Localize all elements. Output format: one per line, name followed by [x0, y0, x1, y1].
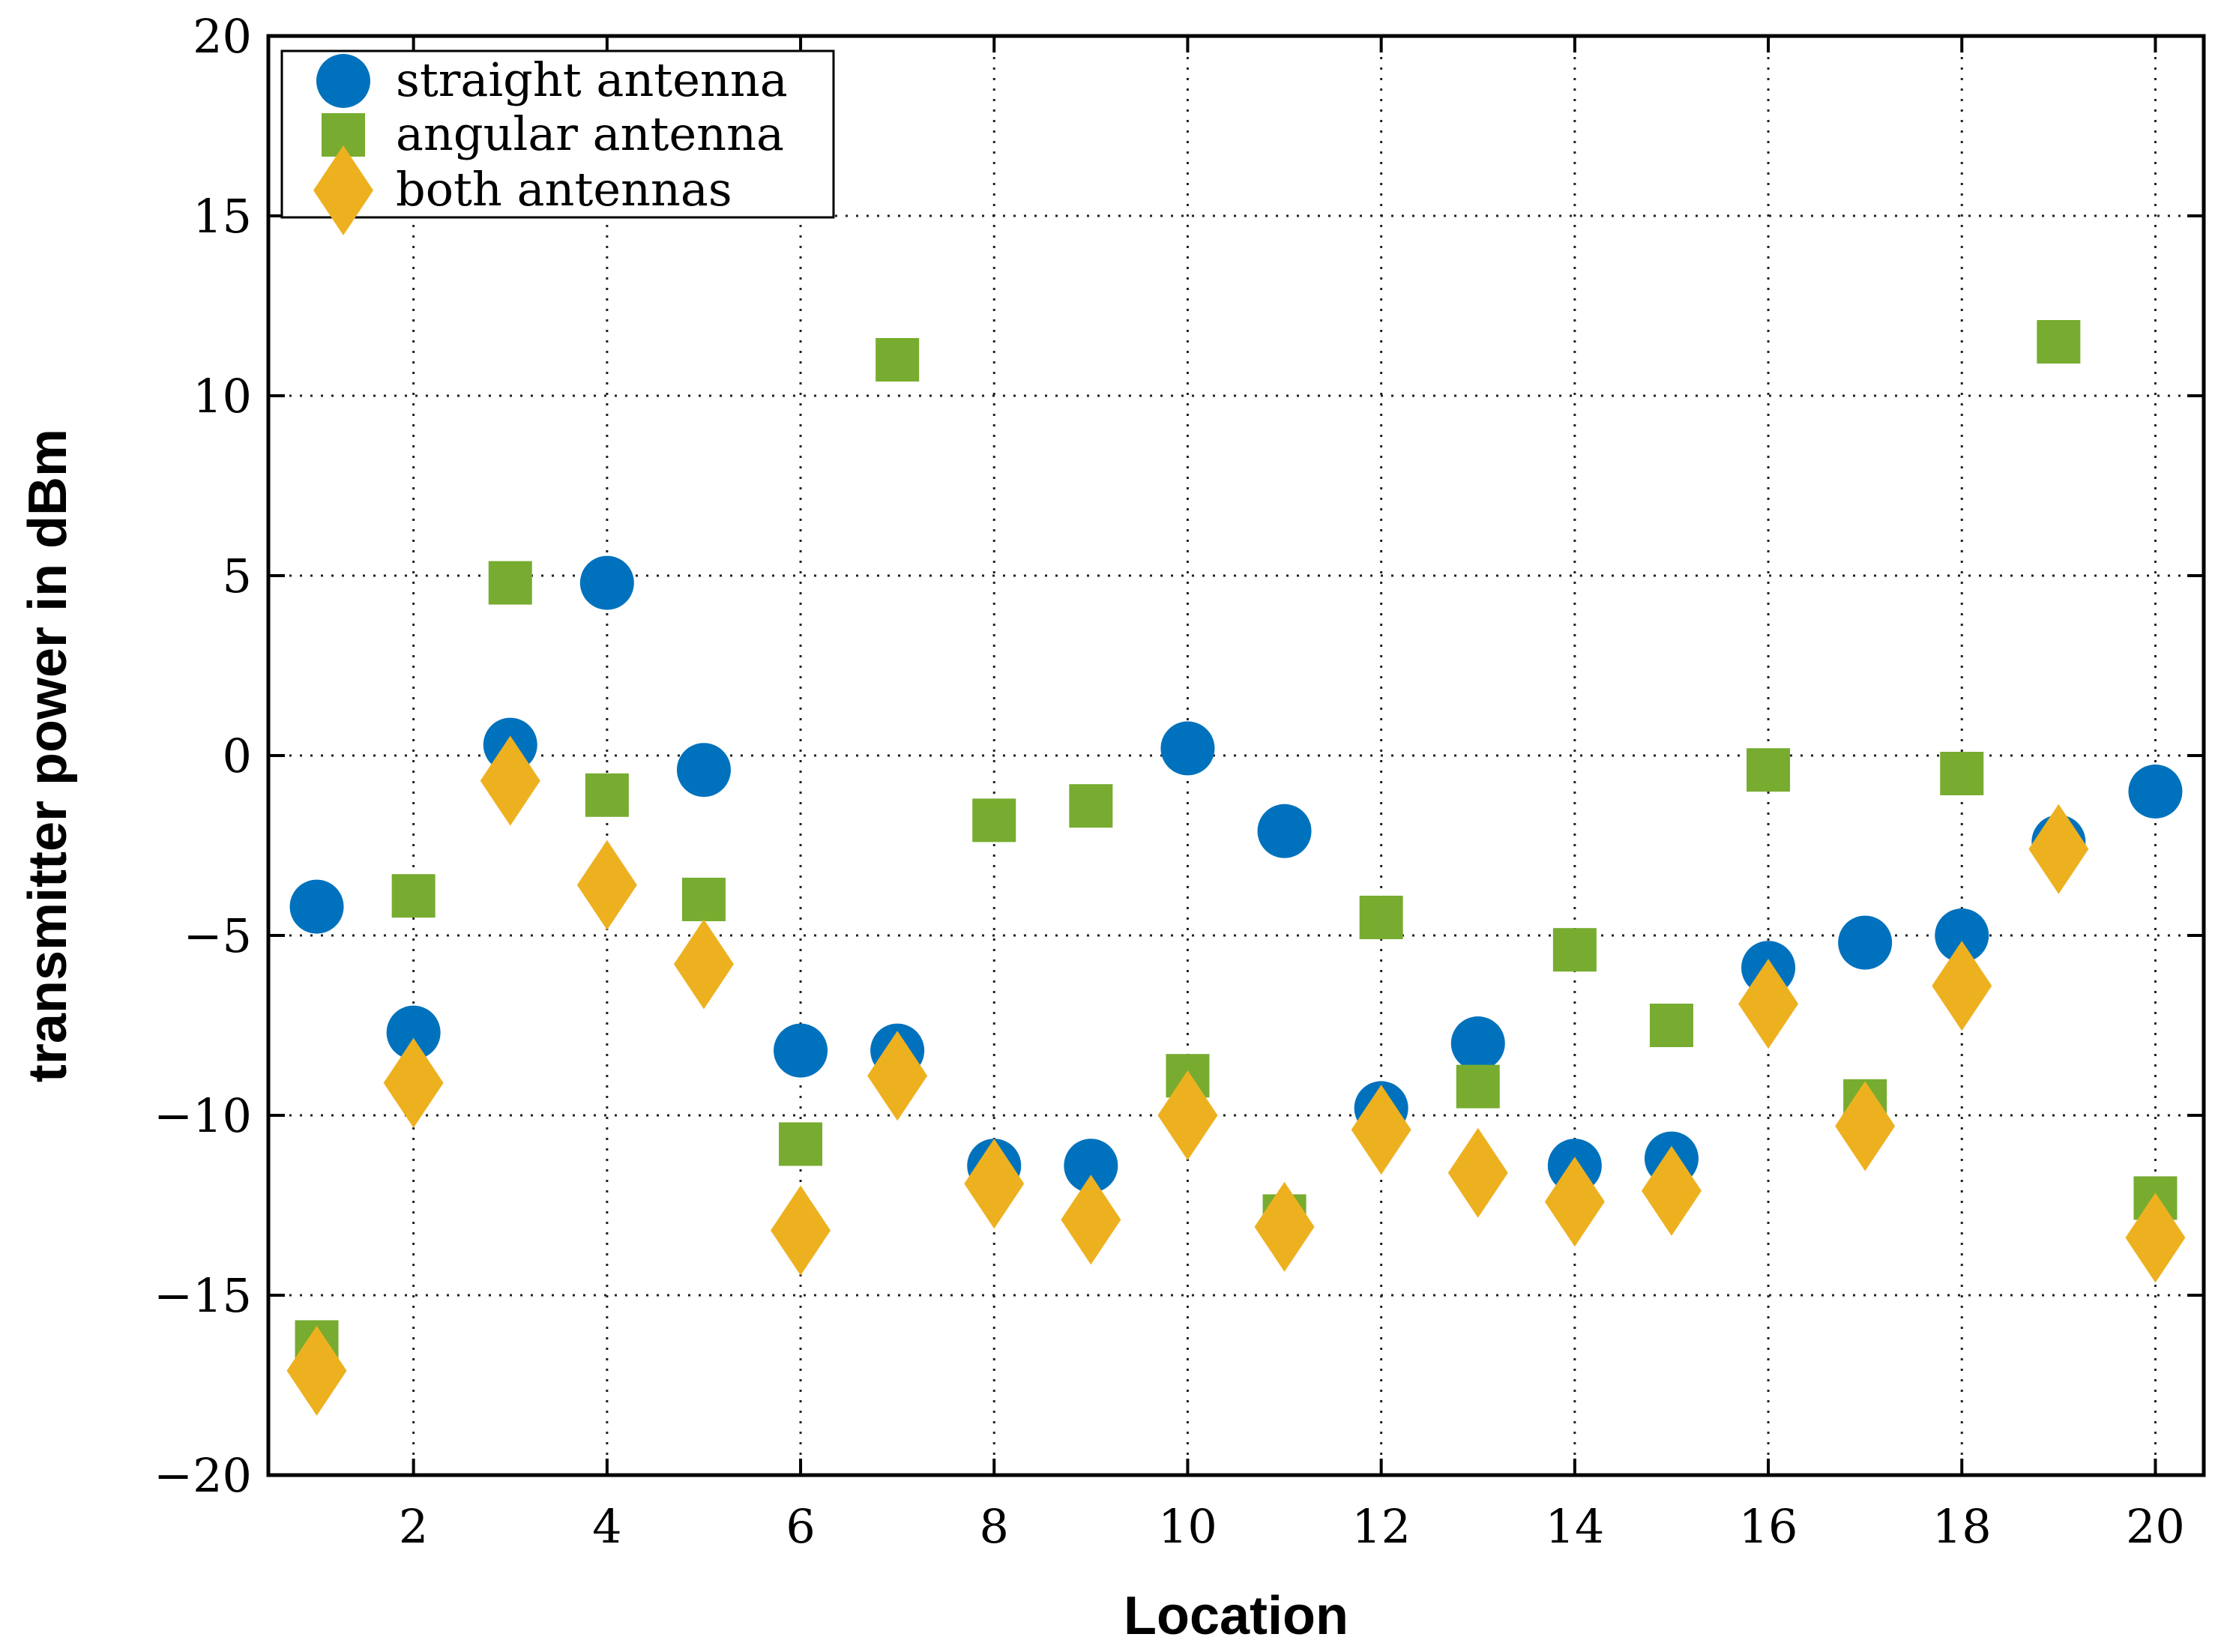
y-tick-label-5: 5	[223, 549, 252, 603]
square-point-4	[585, 773, 629, 817]
circle-point-18	[1935, 908, 1989, 962]
legend-label-square: angular antenna	[396, 106, 784, 161]
y-tick-label-7: 15	[193, 189, 252, 244]
diamond-point-6	[771, 1185, 831, 1276]
diamond-point-11	[1254, 1181, 1315, 1272]
square-point-18	[1940, 752, 1984, 795]
circle-point-11	[1257, 804, 1312, 858]
y-tick-label-0: −20	[154, 1448, 252, 1503]
x-tick-label-6: 6	[786, 1499, 815, 1554]
diamond-point-4	[576, 839, 637, 930]
square-point-14	[1552, 928, 1597, 972]
circle-point-6	[774, 1023, 828, 1078]
circle-point-17	[1838, 915, 1893, 970]
x-tick-label-10: 10	[1158, 1499, 1217, 1554]
legend-label-diamond: both antennas	[396, 162, 732, 217]
square-point-9	[1069, 784, 1113, 828]
y-tick-labels: −20 −15 −10 −5 0 5 10 15 20	[154, 9, 252, 1503]
diamond-point-1	[286, 1325, 347, 1416]
diamond-point-20	[2125, 1193, 2186, 1283]
series-square	[295, 320, 2178, 1364]
x-tick-labels: 2 4 6 8 10 12 14 16 18 20	[399, 1499, 2185, 1554]
diamond-point-5	[673, 919, 734, 1010]
x-tick-label-20: 20	[2126, 1499, 2185, 1554]
diamond-point-7	[867, 1031, 928, 1121]
square-point-13	[1456, 1064, 1500, 1109]
diamond-point-3	[480, 735, 540, 826]
x-tick-label-2: 2	[399, 1499, 428, 1554]
series-diamond	[286, 735, 2186, 1416]
square-point-7	[876, 338, 920, 382]
axis-ticks	[268, 34, 2204, 1477]
diamond-point-12	[1351, 1085, 1411, 1175]
diamond-point-18	[1932, 941, 1992, 1031]
x-tick-label-18: 18	[1932, 1499, 1992, 1554]
y-tick-label-3: −5	[184, 908, 252, 963]
x-tick-label-12: 12	[1351, 1499, 1411, 1554]
diamond-point-16	[1738, 959, 1799, 1049]
y-tick-label-1: −15	[154, 1268, 252, 1323]
diamond-point-19	[2028, 804, 2089, 894]
circle-point-2	[386, 1005, 441, 1060]
circle-point-13	[1450, 1016, 1505, 1070]
x-tick-label-4: 4	[592, 1499, 621, 1554]
square-point-19	[2037, 320, 2081, 364]
legend-label-circle: straight antenna	[396, 52, 788, 107]
diamond-point-9	[1061, 1175, 1121, 1265]
square-point-6	[779, 1122, 823, 1166]
diamond-point-15	[1641, 1145, 1702, 1236]
grid-lines	[268, 36, 2204, 1475]
diamond-point-8	[964, 1139, 1025, 1229]
circle-point-10	[1160, 721, 1215, 776]
y-tick-label-4: 0	[223, 729, 252, 783]
diamond-point-17	[1835, 1081, 1896, 1172]
diamond-point-13	[1447, 1127, 1508, 1218]
circle-point-5	[676, 743, 731, 798]
square-point-8	[972, 798, 1016, 842]
x-tick-label-14: 14	[1545, 1499, 1604, 1554]
square-point-12	[1359, 896, 1403, 939]
diamond-point-2	[383, 1037, 444, 1128]
x-tick-label-16: 16	[1739, 1499, 1798, 1554]
circle-point-9	[1064, 1139, 1118, 1193]
circle-point-4	[579, 555, 634, 610]
x-tick-label-8: 8	[980, 1499, 1009, 1554]
data-points	[286, 320, 2186, 1416]
circle-point-1	[289, 879, 344, 934]
square-point-3	[488, 561, 532, 605]
diamond-point-10	[1157, 1070, 1218, 1160]
y-axis-title: transmitter power in dBm	[18, 429, 78, 1082]
y-tick-label-6: 10	[193, 369, 252, 423]
square-point-15	[1649, 1004, 1693, 1047]
square-point-16	[1747, 748, 1791, 792]
legend-marker-diamond	[313, 145, 373, 235]
x-axis-title: Location	[1124, 1586, 1348, 1646]
y-tick-label-8: 20	[193, 9, 252, 64]
circle-point-20	[2128, 765, 2183, 819]
square-point-2	[391, 874, 436, 918]
legend-box	[280, 49, 835, 219]
legend-marker-circle	[316, 54, 370, 108]
square-point-5	[681, 878, 726, 921]
diamond-point-14	[1544, 1157, 1605, 1247]
y-tick-label-2: −10	[154, 1088, 252, 1143]
